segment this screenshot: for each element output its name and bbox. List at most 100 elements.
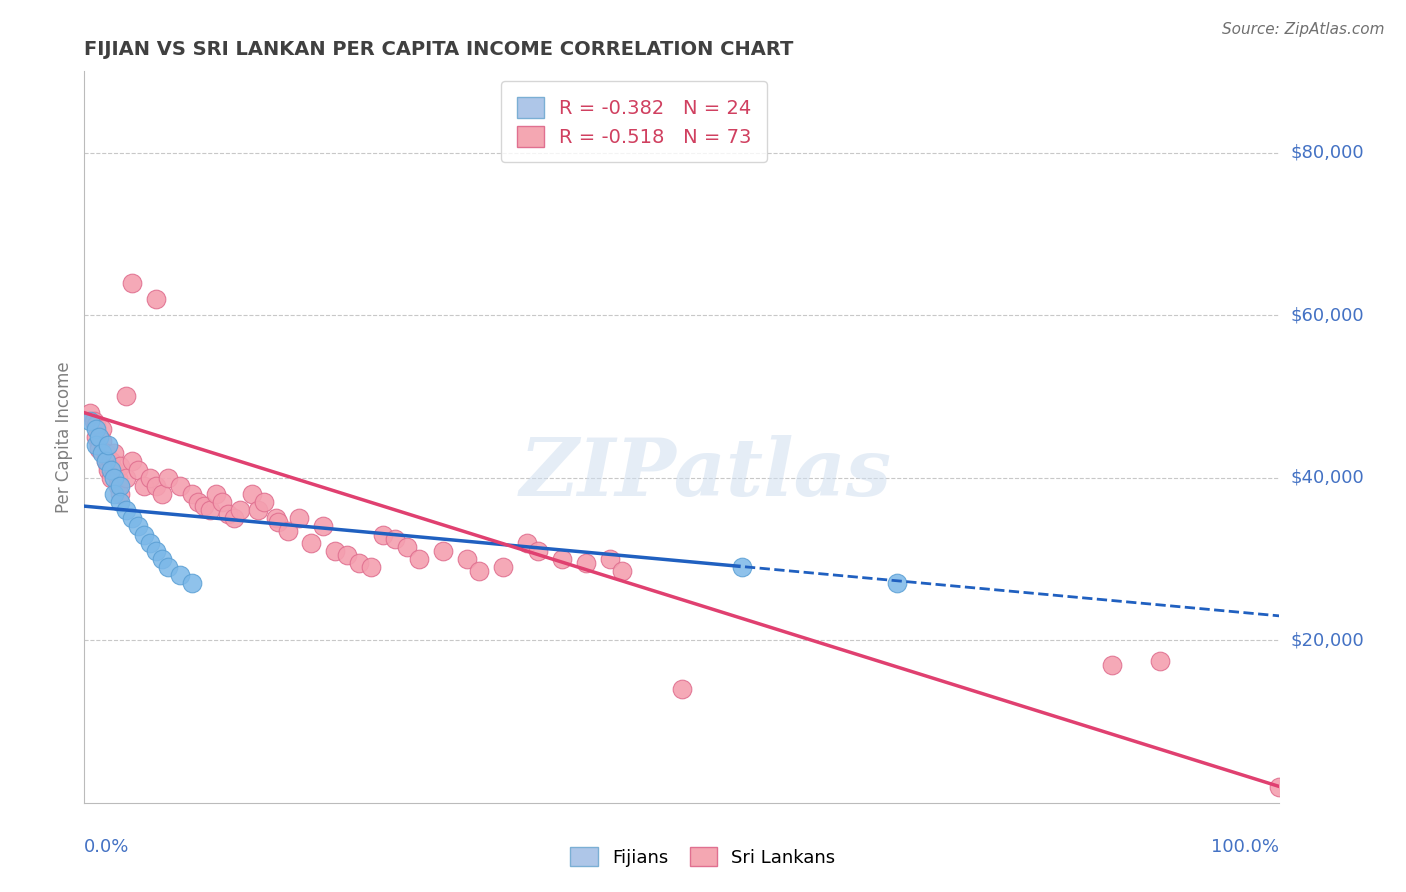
Point	[91, 434, 114, 449]
Point	[169, 479, 191, 493]
Point	[103, 487, 125, 501]
Point	[187, 495, 209, 509]
Point	[456, 552, 478, 566]
Point	[132, 479, 156, 493]
Point	[94, 454, 117, 468]
Point	[217, 508, 239, 522]
Point	[575, 556, 598, 570]
Point	[301, 535, 323, 549]
Text: FIJIAN VS SRI LANKAN PER CAPITA INCOME CORRELATION CHART: FIJIAN VS SRI LANKAN PER CAPITA INCOME C…	[84, 39, 794, 59]
Legend: R = -0.382   N = 24, R = -0.518   N = 73: R = -0.382 N = 24, R = -0.518 N = 73	[501, 81, 768, 162]
Point	[127, 519, 149, 533]
Point	[1101, 657, 1123, 672]
Point	[83, 414, 105, 428]
Point	[115, 471, 138, 485]
Point	[87, 442, 110, 457]
Point	[91, 446, 114, 460]
Point	[121, 454, 143, 468]
Point	[1149, 654, 1171, 668]
Point	[87, 430, 110, 444]
Point	[157, 471, 180, 485]
Point	[100, 471, 122, 485]
Point	[103, 462, 125, 476]
Point	[87, 438, 110, 452]
Legend: Fijians, Sri Lankans: Fijians, Sri Lankans	[564, 840, 842, 874]
Point	[360, 560, 382, 574]
Point	[79, 414, 101, 428]
Text: $40,000: $40,000	[1291, 468, 1364, 487]
Point	[886, 576, 908, 591]
Point	[94, 454, 117, 468]
Point	[127, 462, 149, 476]
Point	[157, 560, 180, 574]
Y-axis label: Per Capita Income: Per Capita Income	[55, 361, 73, 513]
Text: ZIPatlas: ZIPatlas	[520, 435, 891, 512]
Point	[253, 495, 276, 509]
Point	[86, 422, 108, 436]
Point	[121, 276, 143, 290]
Text: $20,000: $20,000	[1291, 632, 1364, 649]
Point	[468, 564, 491, 578]
Point	[115, 389, 138, 403]
Point	[277, 524, 299, 538]
Point	[103, 471, 125, 485]
Point	[193, 499, 215, 513]
Point	[121, 511, 143, 525]
Point	[396, 540, 419, 554]
Point	[229, 503, 252, 517]
Point	[246, 503, 269, 517]
Point	[599, 552, 621, 566]
Point	[86, 417, 108, 432]
Point	[110, 495, 132, 509]
Point	[139, 535, 162, 549]
Point	[205, 487, 228, 501]
Point	[267, 516, 290, 530]
Point	[240, 487, 263, 501]
Point	[264, 511, 287, 525]
Text: $80,000: $80,000	[1291, 144, 1364, 161]
Point	[349, 556, 371, 570]
Point	[181, 576, 204, 591]
Text: Source: ZipAtlas.com: Source: ZipAtlas.com	[1222, 22, 1385, 37]
Point	[86, 430, 108, 444]
Point	[198, 503, 221, 517]
Point	[97, 438, 120, 452]
Point	[132, 527, 156, 541]
Point	[432, 544, 454, 558]
Point	[107, 471, 129, 485]
Point	[97, 462, 120, 476]
Point	[107, 479, 129, 493]
Point	[139, 471, 162, 485]
Point	[373, 527, 395, 541]
Point	[384, 532, 406, 546]
Point	[527, 544, 550, 558]
Point	[150, 487, 173, 501]
Point	[288, 511, 311, 525]
Point	[115, 503, 138, 517]
Point	[169, 568, 191, 582]
Point	[612, 564, 634, 578]
Point	[408, 552, 430, 566]
Point	[86, 438, 108, 452]
Point	[222, 511, 245, 525]
Point	[145, 292, 167, 306]
Point	[110, 479, 132, 493]
Point	[181, 487, 204, 501]
Text: 0.0%: 0.0%	[84, 838, 129, 855]
Point	[150, 552, 173, 566]
Point	[492, 560, 515, 574]
Point	[97, 458, 120, 473]
Point	[312, 519, 335, 533]
Point	[100, 462, 122, 476]
Text: $60,000: $60,000	[1291, 306, 1364, 324]
Point	[100, 454, 122, 468]
Point	[1268, 780, 1291, 794]
Point	[211, 495, 233, 509]
Point	[145, 479, 167, 493]
Point	[91, 422, 114, 436]
Point	[516, 535, 538, 549]
Point	[671, 681, 693, 696]
Point	[551, 552, 574, 566]
Point	[79, 406, 101, 420]
Text: 100.0%: 100.0%	[1212, 838, 1279, 855]
